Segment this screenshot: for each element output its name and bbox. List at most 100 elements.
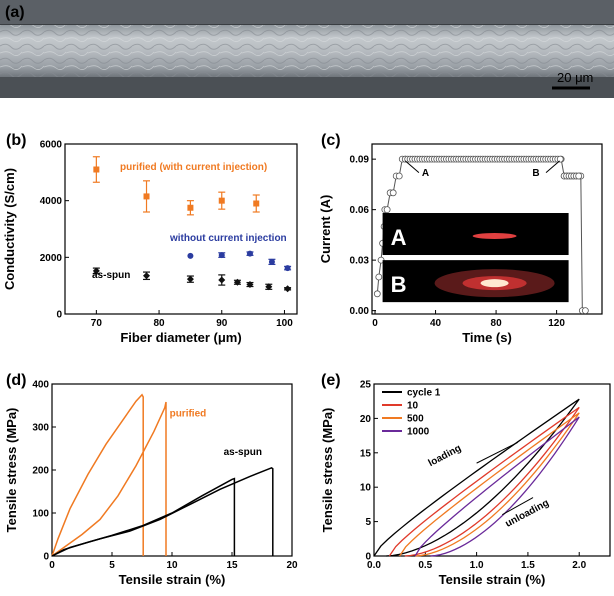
panel-d-label: (d) — [6, 372, 27, 389]
y-tick-label: 400 — [32, 380, 49, 391]
y-axis-label: Tensile stress (MPa) — [320, 408, 335, 533]
legend-label: 10 — [407, 401, 419, 412]
data-point — [284, 285, 292, 293]
glow — [472, 233, 517, 240]
chart-c: 0 40 80 120 0.00 0.03 0.06 0.09 Time (s) Current … — [318, 143, 603, 345]
chart-e: 0.0 0.5 1.0 1.5 2.0 0 5 10 15 20 25 Tensile strain … — [320, 380, 611, 587]
y-tick-label: 20 — [360, 414, 372, 425]
annotation-b: B — [532, 168, 539, 179]
chart-b: 70 80 90 100 0 2000 4000 6000 Fiber diameter (μm… — [2, 140, 298, 345]
y-tick-label: 2000 — [40, 253, 63, 264]
hysteresis-curve — [399, 412, 580, 557]
data-point — [93, 166, 100, 173]
x-tick-label: 10 — [166, 560, 178, 571]
data-point — [143, 272, 151, 280]
x-tick-label: 0 — [372, 318, 378, 329]
data-point — [218, 252, 225, 259]
y-tick-label: 10 — [360, 483, 372, 494]
annotation-purified: purified (with current injection) — [120, 162, 267, 173]
data-point — [383, 206, 391, 214]
data-point — [246, 281, 254, 289]
data-point — [375, 273, 383, 281]
y-tick-label: 6000 — [40, 140, 63, 151]
annotation-purified: purified — [170, 408, 207, 419]
hysteresis-curve — [414, 416, 580, 557]
x-tick-label: 1.5 — [521, 560, 535, 571]
y-axis-label: Conductivity (S/cm) — [2, 168, 17, 290]
x-axis-label: Tensile strain (%) — [439, 572, 546, 587]
x-tick-label: 90 — [216, 318, 228, 329]
stress-curve — [51, 467, 274, 557]
x-tick-label: 70 — [91, 318, 103, 329]
annotation-as-spun: as-spun — [224, 447, 262, 458]
x-tick-label: 80 — [491, 318, 503, 329]
y-tick-label: 4000 — [40, 196, 63, 207]
panel-a-label: (a) — [5, 4, 25, 21]
annotation-arrow-b — [545, 160, 560, 173]
data-point — [186, 275, 194, 283]
y-tick-label: 15 — [360, 448, 372, 459]
panel-c-label: (c) — [321, 132, 341, 149]
x-tick-label: 0 — [49, 560, 55, 571]
annotation-unloading: unloading — [504, 498, 551, 530]
y-tick-label: 0.09 — [350, 155, 370, 166]
data-point — [581, 307, 589, 315]
y-tick-label: 0 — [56, 310, 62, 321]
x-tick-label: 100 — [276, 318, 293, 329]
x-axis-label: Time (s) — [462, 330, 512, 345]
data-point — [246, 250, 253, 257]
y-tick-label: 100 — [32, 509, 49, 520]
panel-a: 20 μm (a) — [0, 0, 614, 98]
y-tick-label: 200 — [32, 466, 49, 477]
y-tick-label: 0 — [365, 552, 371, 563]
data-point — [389, 189, 397, 197]
stress-curve — [51, 393, 144, 557]
panel-b-label: (b) — [6, 132, 27, 149]
data-point — [253, 200, 260, 207]
x-tick-label: 15 — [226, 560, 238, 571]
data-point — [218, 276, 226, 284]
inset-label: B — [391, 272, 407, 297]
hysteresis-curve — [373, 398, 580, 557]
data-point — [92, 267, 100, 275]
data-point — [143, 193, 150, 200]
data-point — [265, 283, 273, 291]
inset-image — [382, 213, 569, 256]
y-tick-label: 0.06 — [350, 205, 370, 216]
data-point — [575, 172, 583, 180]
data-point — [284, 265, 291, 272]
inset-label: A — [391, 225, 407, 250]
annotation-loading: loading — [427, 443, 464, 469]
data-point — [187, 252, 194, 259]
x-tick-label: 0.5 — [418, 560, 432, 571]
plot-frame — [64, 143, 298, 315]
y-tick-label: 0.03 — [350, 256, 370, 267]
data-point — [218, 197, 225, 204]
scale-bar-label: 20 μm — [557, 70, 593, 85]
sem-image: 20 μm — [0, 0, 614, 98]
annotation-arrow-a — [404, 160, 420, 173]
y-tick-label: 0 — [43, 552, 49, 563]
data-point — [373, 290, 381, 298]
glow — [480, 279, 509, 288]
data-point — [556, 155, 564, 163]
x-axis-label: Fiber diameter (μm) — [120, 330, 241, 345]
plot-frame — [373, 383, 611, 557]
y-axis-label: Tensile stress (MPa) — [4, 408, 19, 533]
data-point — [395, 172, 403, 180]
annotation-without-injection: without current injection — [169, 233, 287, 244]
panel-e-label: (e) — [321, 372, 341, 389]
arrow-unloading — [502, 497, 534, 516]
hysteresis-curve — [388, 406, 580, 557]
y-axis-label: Current (A) — [318, 195, 333, 264]
annotation-as-spun: as-spun — [92, 270, 130, 281]
x-tick-label: 2.0 — [572, 560, 586, 571]
x-tick-label: 40 — [430, 318, 442, 329]
data-point — [187, 204, 194, 211]
data-point — [268, 258, 275, 265]
annotation-a: A — [422, 168, 429, 179]
stress-curve — [51, 401, 167, 557]
x-tick-label: 0.0 — [367, 560, 381, 571]
plot-frame — [371, 143, 603, 315]
